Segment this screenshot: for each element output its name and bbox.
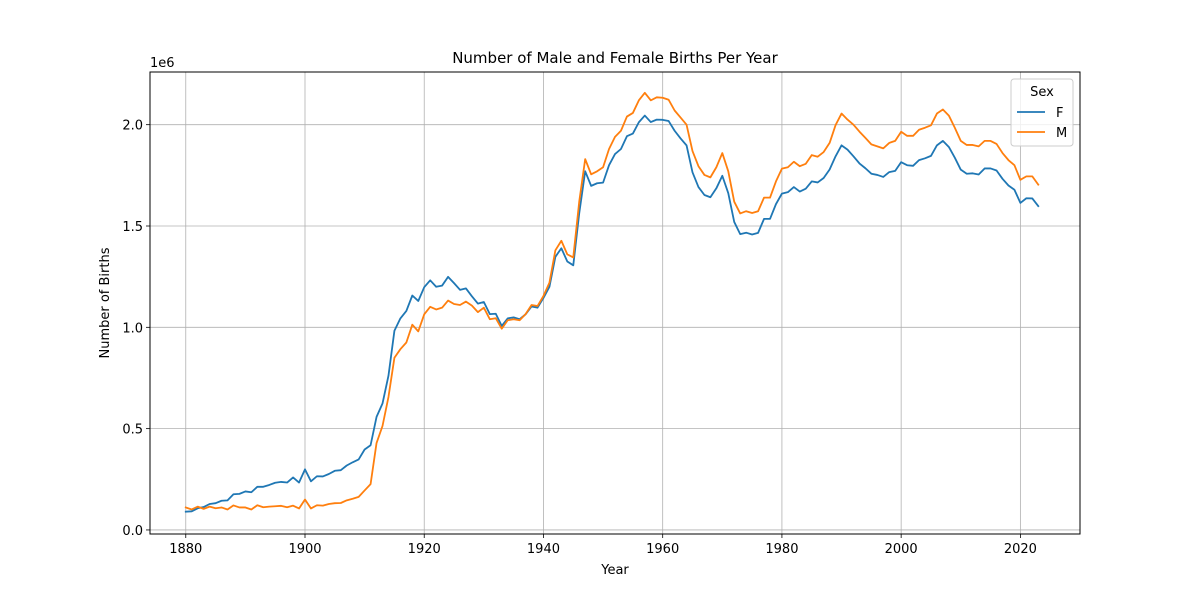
x-tick-label: 2000 (885, 542, 918, 557)
y-tick-label: 1.0 (122, 321, 143, 336)
x-tick-label: 1920 (408, 542, 441, 557)
x-tick-label: 1900 (288, 542, 321, 557)
x-tick-label: 1940 (527, 542, 560, 557)
series-line-f (184, 114, 1040, 513)
y-tick-label: 0.0 (122, 524, 143, 539)
x-tick-label: 2020 (1004, 542, 1037, 557)
x-axis-label: Year (600, 563, 629, 578)
x-axis-ticks: 1880 1900 1920 1940 1960 1980 2000 2020 (169, 534, 1037, 557)
y-tick-label: 0.5 (122, 423, 143, 438)
series-line-m (184, 91, 1040, 511)
y-axis-label: Number of Births (98, 247, 113, 358)
plot-area-frame (149, 71, 1081, 535)
chart-title: Number of Male and Female Births Per Yea… (452, 49, 778, 67)
legend-title: Sex (1030, 85, 1054, 100)
series-lines (184, 91, 1040, 513)
legend-label-m: M (1056, 126, 1067, 141)
y-tick-label: 2.0 (122, 119, 143, 134)
legend: Sex F M (1010, 78, 1074, 147)
legend-label-f: F (1056, 106, 1063, 121)
y-tick-label: 1.5 (122, 220, 143, 235)
x-tick-label: 1980 (765, 542, 798, 557)
y-axis-ticks: 0.0 0.5 1.0 1.5 2.0 (122, 119, 150, 539)
x-tick-label: 1880 (169, 542, 202, 557)
y-offset-label: 1e6 (150, 56, 175, 71)
grid (150, 72, 1080, 534)
x-tick-label: 1960 (646, 542, 679, 557)
